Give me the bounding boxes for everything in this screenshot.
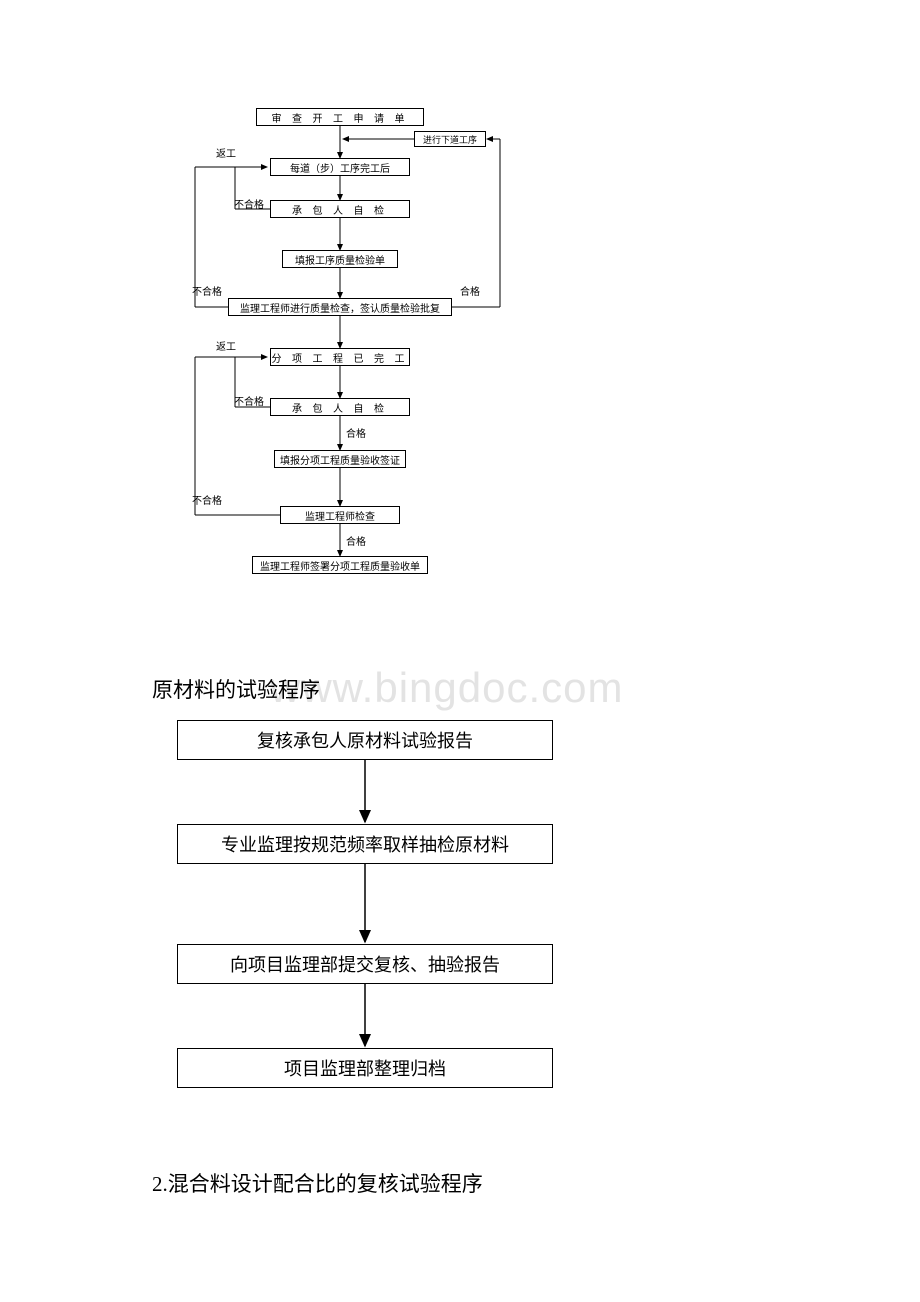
material-flow-node-2: 专业监理按规范频率取样抽检原材料 <box>177 824 553 864</box>
flow-node-subitem-complete: 分 项 工 程 已 完 工 <box>270 348 410 366</box>
section-heading-mix: 2.混合料设计配合比的复核试验程序 <box>152 1168 483 1198</box>
edge-label-pass-1: 合格 <box>460 283 480 298</box>
top-flow-lines <box>0 0 920 600</box>
bottom-flow-lines <box>0 0 920 1302</box>
material-flow-node-4: 项目监理部整理归档 <box>177 1048 553 1088</box>
flow-node-step-complete: 每道（步）工序完工后 <box>270 158 410 176</box>
flow-node-sign-off: 监理工程师签署分项工程质量验收单 <box>252 556 428 574</box>
node-text: 填报分项工程质量验收签证 <box>280 452 400 467</box>
node-text: 向项目监理部提交复核、抽验报告 <box>230 951 500 977</box>
flow-node-supervisor-check-2: 监理工程师检查 <box>280 506 400 524</box>
edge-label-pass-3: 合格 <box>346 533 366 548</box>
node-text: 分 项 工 程 已 完 工 <box>272 350 409 365</box>
flow-node-self-check-1: 承 包 人 自 检 <box>270 200 410 218</box>
node-text: 复核承包人原材料试验报告 <box>257 727 473 753</box>
edge-label-fail-4: 不合格 <box>192 492 222 507</box>
node-text: 承 包 人 自 检 <box>292 202 388 217</box>
material-flow-node-3: 向项目监理部提交复核、抽验报告 <box>177 944 553 984</box>
node-text: 填报工序质量检验单 <box>295 252 385 267</box>
edge-label-fail-3: 不合格 <box>234 393 264 408</box>
node-text: 每道（步）工序完工后 <box>290 160 390 175</box>
edge-label-rework-2: 返工 <box>216 338 236 353</box>
page-container: 审 查 开 工 申 请 单 进行下道工序 每道（步）工序完工后 承 包 人 自 … <box>0 0 920 1302</box>
node-text: 专业监理按规范频率取样抽检原材料 <box>221 831 509 857</box>
node-text: 监理工程师签署分项工程质量验收单 <box>260 558 420 573</box>
edge-label-rework-1: 返工 <box>216 145 236 160</box>
node-text: 审 查 开 工 申 请 单 <box>272 110 409 125</box>
flow-node-next-step: 进行下道工序 <box>414 131 486 147</box>
flow-node-self-check-2: 承 包 人 自 检 <box>270 398 410 416</box>
node-text: 承 包 人 自 检 <box>292 400 388 415</box>
flow-node-review-start: 审 查 开 工 申 请 单 <box>256 108 424 126</box>
edge-label-pass-2: 合格 <box>346 425 366 440</box>
material-flow-node-1: 复核承包人原材料试验报告 <box>177 720 553 760</box>
node-text: 监理工程师进行质量检查，签认质量检验批复 <box>240 300 440 315</box>
flow-node-supervisor-check-1: 监理工程师进行质量检查，签认质量检验批复 <box>228 298 452 316</box>
watermark-text: www.bingdoc.com <box>270 664 623 712</box>
section-heading-materials: 原材料的试验程序 <box>152 674 320 704</box>
node-text: 项目监理部整理归档 <box>284 1055 446 1081</box>
flow-node-fill-form-1: 填报工序质量检验单 <box>282 250 398 268</box>
node-text: 监理工程师检查 <box>305 508 375 523</box>
node-text: 进行下道工序 <box>423 133 477 146</box>
edge-label-fail-2: 不合格 <box>192 283 222 298</box>
flow-node-fill-form-2: 填报分项工程质量验收签证 <box>274 450 406 468</box>
edge-label-fail-1: 不合格 <box>234 196 264 211</box>
